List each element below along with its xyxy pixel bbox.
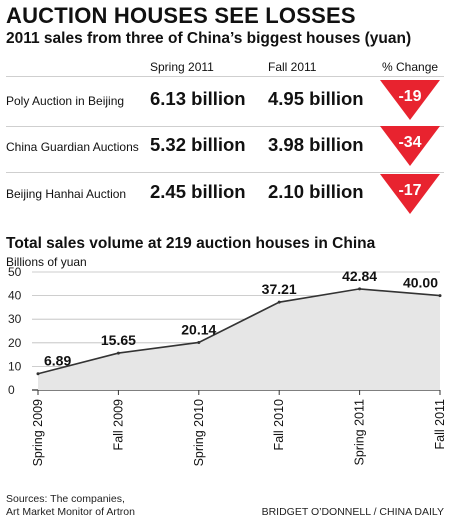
change-triangle-shape [380, 126, 440, 166]
data-point [438, 294, 442, 298]
table-row-name: Poly Auction in Beijing [6, 94, 125, 108]
table-row-fall: 3.98 billion [268, 134, 364, 155]
x-tick-label: Spring 2011 [353, 399, 367, 466]
data-label: 40.00 [403, 275, 438, 291]
table-row-fall: 4.95 billion [268, 88, 364, 109]
sources-line: Art Market Monitor of Artron [6, 506, 135, 518]
change-triangle-icon: -19 [380, 80, 440, 120]
data-label: 20.14 [181, 321, 216, 337]
y-tick-label: 50 [8, 265, 22, 279]
data-label: 15.65 [101, 332, 136, 348]
column-header-spring: Spring 2011 [150, 60, 214, 74]
table-divider [6, 172, 444, 173]
chart-title: Total sales volume at 219 auction houses… [6, 235, 376, 252]
series-line [37, 288, 441, 375]
change-value: -17 [398, 182, 421, 199]
table-row-fall: 2.10 billion [268, 181, 364, 202]
data-point [277, 300, 281, 304]
area-chart: 0 10 20 30 40 50 6.89 Spring 2009 15.65 Fall 2009… [8, 265, 447, 466]
data-point [358, 287, 362, 291]
y-tick-label: 10 [8, 359, 22, 373]
area-fill [38, 288, 440, 390]
sources-note: Sources: The companies, Art Market Monit… [6, 493, 135, 519]
y-tick-label: 30 [8, 312, 22, 326]
change-triangle-shape [380, 174, 440, 214]
table-row-name: Beijing Hanhai Auction [6, 187, 127, 201]
table-row-name: China Guardian Auctions [6, 140, 139, 154]
table-divider [6, 126, 444, 127]
table-divider [6, 76, 444, 77]
table-row-spring: 5.32 billion [150, 134, 246, 155]
x-tick-label: Fall 2010 [272, 399, 286, 450]
data-point [36, 372, 40, 376]
x-tick-label: Spring 2009 [31, 399, 45, 466]
x-tick-label: Fall 2009 [111, 399, 125, 450]
sources-line: Sources: The companies, [6, 493, 125, 505]
change-value: -19 [398, 88, 421, 105]
page-title: AUCTION HOUSES SEE LOSSES [6, 3, 356, 28]
y-tick-label: 20 [8, 336, 22, 350]
table-subtitle: 2011 sales from three of China’s biggest… [6, 30, 412, 47]
data-point [197, 340, 201, 344]
x-tick-label: Fall 2011 [433, 399, 447, 450]
change-value: -34 [398, 134, 421, 151]
change-triangle-icon: -17 [380, 174, 440, 214]
column-header-change: % Change [382, 60, 439, 74]
data-point [116, 351, 120, 355]
y-tick-label: 0 [8, 383, 15, 397]
y-axis-label: Billions of yuan [6, 255, 87, 269]
column-header-fall: Fall 2011 [268, 60, 317, 74]
table-row-spring: 2.45 billion [150, 181, 246, 202]
table-row-spring: 6.13 billion [150, 88, 246, 109]
change-triangle-shape [380, 80, 440, 120]
data-label: 37.21 [262, 281, 297, 297]
data-label: 42.84 [342, 268, 377, 284]
data-label: 6.89 [44, 353, 71, 369]
change-triangle-icon: -34 [380, 126, 440, 166]
y-tick-label: 40 [8, 289, 22, 303]
x-tick-label: Spring 2010 [192, 399, 206, 466]
credit-line: BRIDGET O’DONNELL / CHINA DAILY [261, 506, 444, 518]
